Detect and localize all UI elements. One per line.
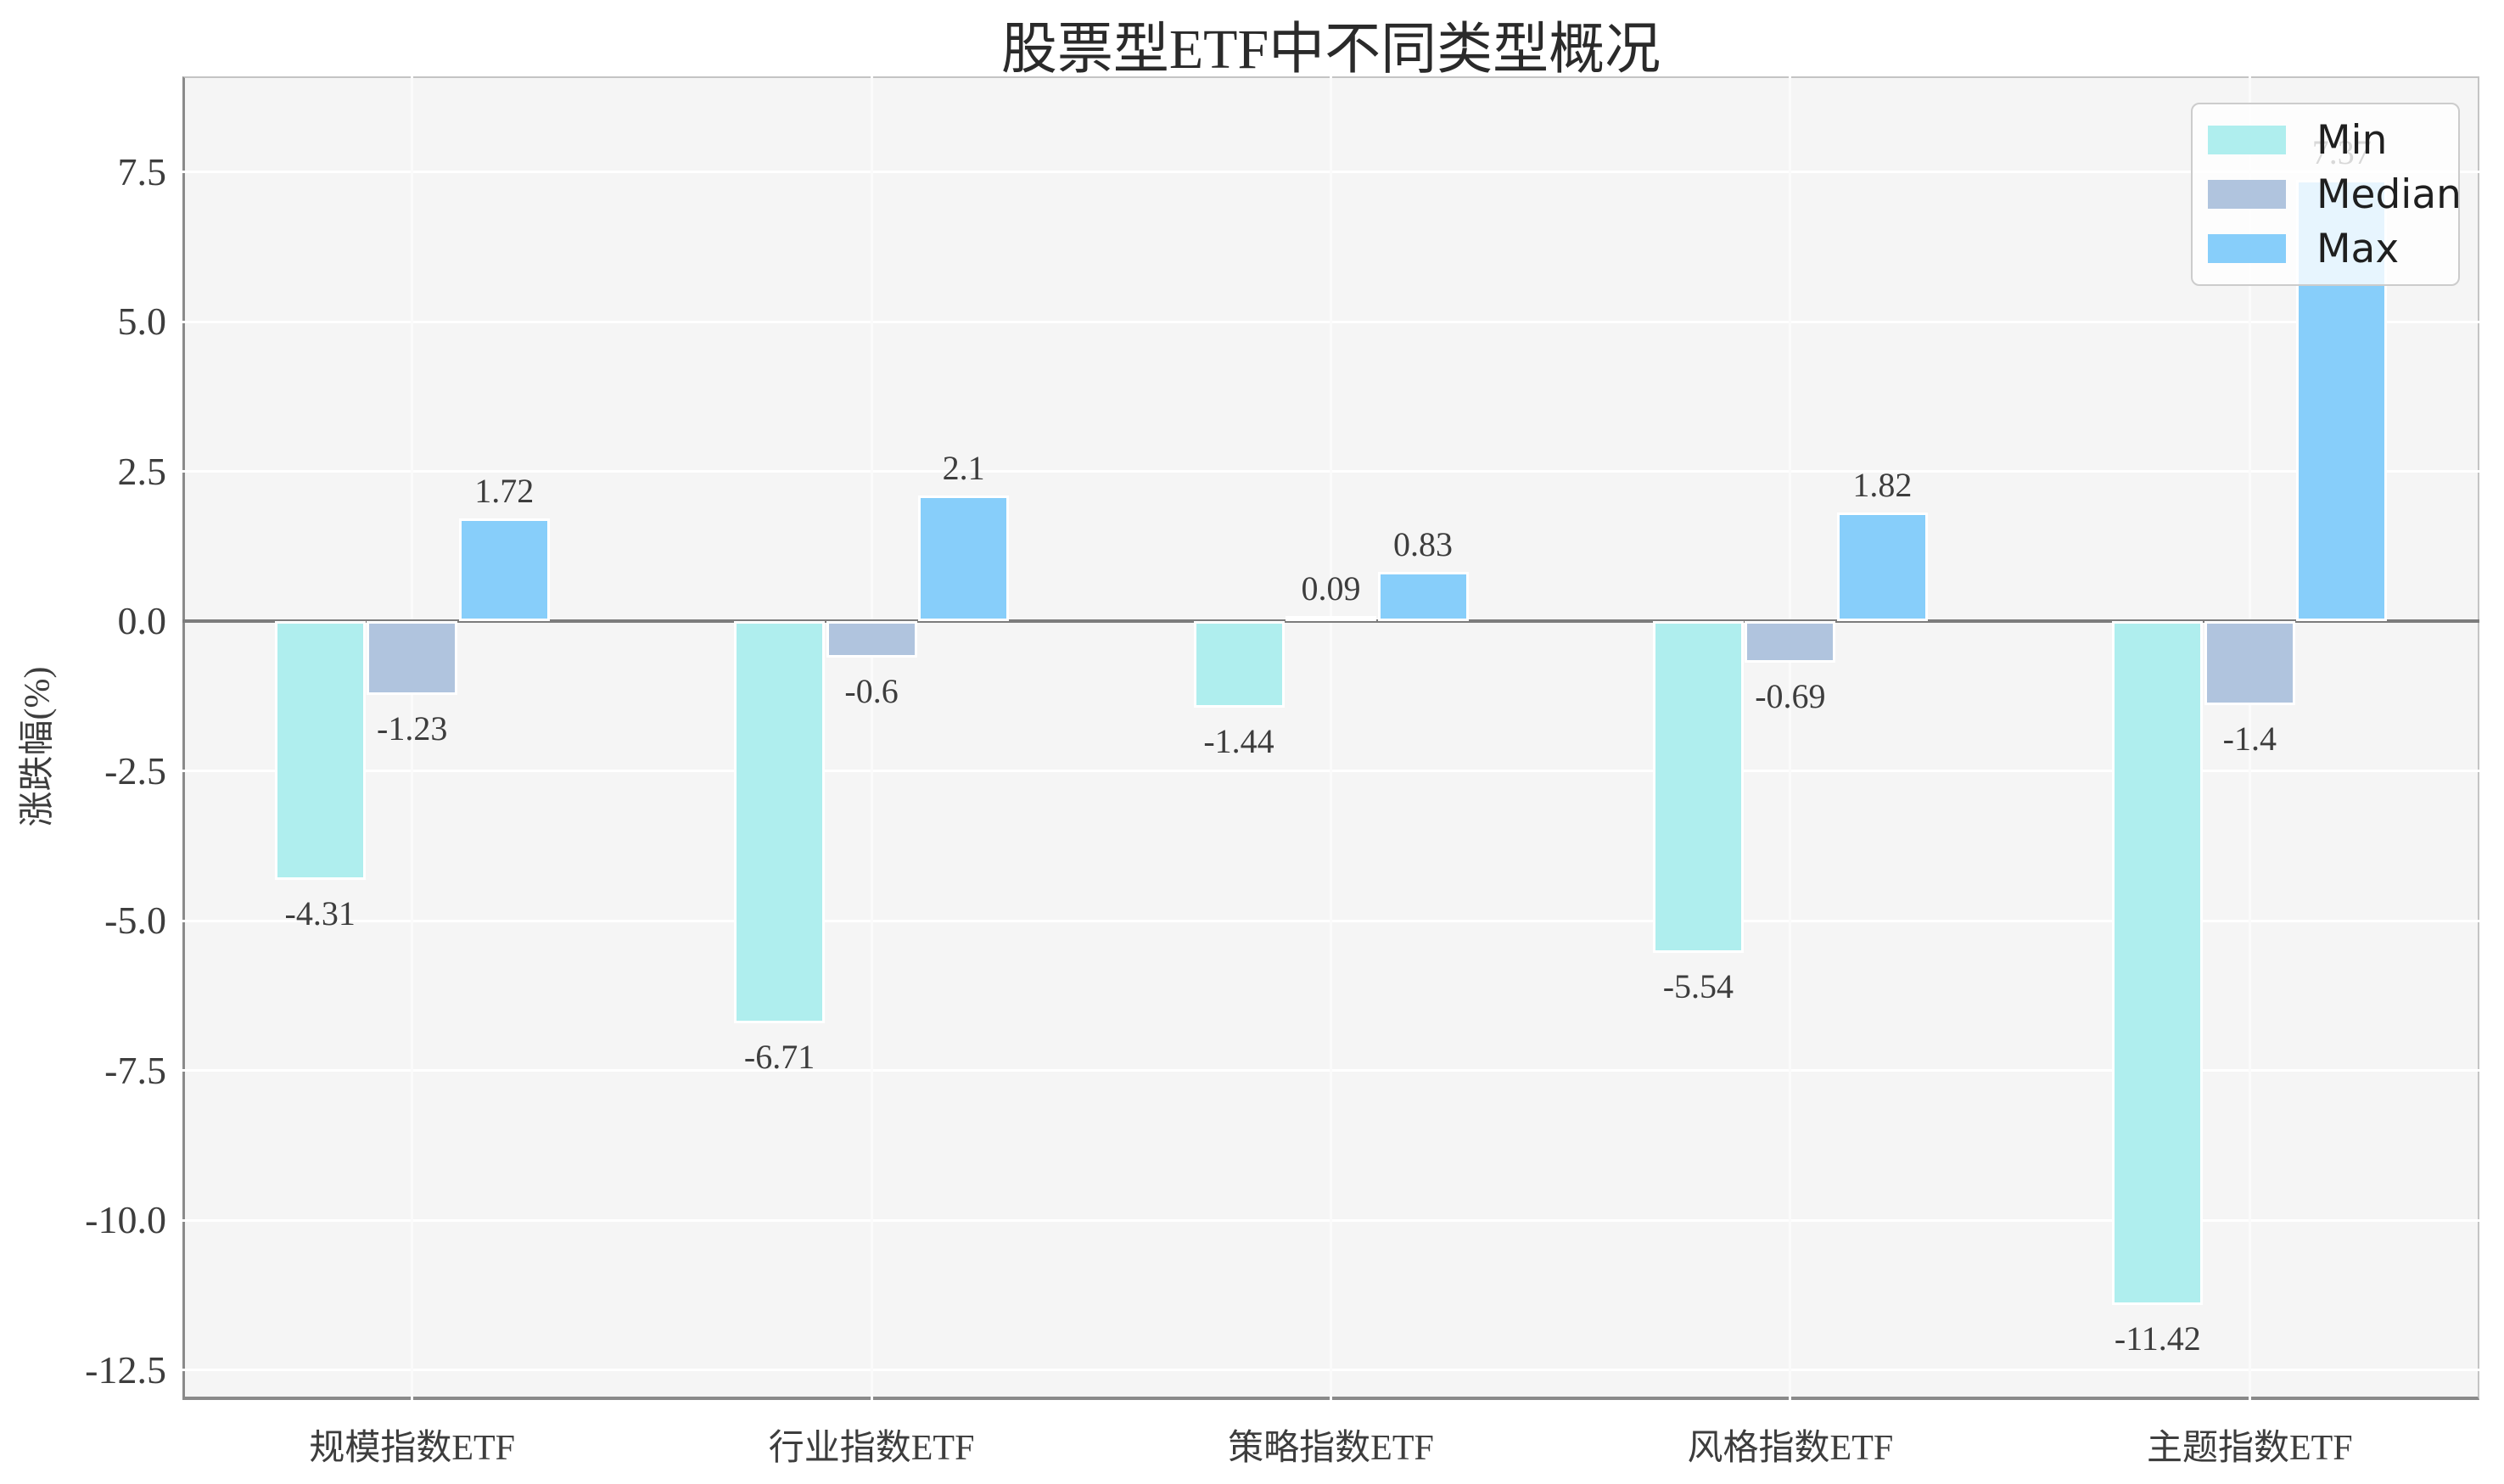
bar-min-4 [1652,621,1744,954]
y-tick-label: 0.0 [117,599,167,643]
gridline-vertical [1789,76,1792,1400]
y-tick-label: 5.0 [117,300,167,344]
bar-value-label: 1.72 [474,471,535,510]
bar-min-3 [1193,621,1285,708]
bar-max-1 [458,518,550,622]
bar-median-4 [1745,621,1836,664]
y-tick-label: 7.5 [117,149,167,193]
bar-max-2 [918,496,1010,622]
bar-min-2 [734,621,826,1023]
bar-median-3 [1286,616,1376,622]
x-tick-label: 风格指数ETF [1687,1429,1894,1468]
legend-item-min: Min [2208,115,2458,165]
legend-label: Max [2316,225,2400,272]
y-tick-label: -2.5 [104,748,166,792]
bar-value-label: 0.83 [1393,524,1453,563]
bar-median-1 [367,621,458,696]
bar-value-label: -0.69 [1755,677,1826,716]
bar-min-1 [274,621,366,880]
y-tick-label: -10.0 [85,1198,166,1242]
x-tick-label: 主题指数ETF [2146,1429,2353,1468]
bar-min-5 [2112,621,2204,1306]
bar-value-label: -11.42 [2114,1319,2201,1358]
bar-value-label: -1.4 [2222,720,2277,759]
y-tick-label: -7.5 [104,1048,166,1092]
gridline-vertical [2248,76,2251,1400]
bar-value-label: 0.09 [1301,569,1361,608]
bar-max-4 [1836,512,1928,622]
bar-max-3 [1377,571,1469,622]
bar-value-label: -6.71 [743,1038,815,1076]
bar-value-label: -5.54 [1662,967,1734,1006]
zero-line [182,619,2479,624]
y-tick-label: -5.0 [104,899,166,943]
bar-value-label: 1.82 [1852,465,1913,504]
y-tick-label: 2.5 [117,449,167,493]
x-tick-label: 行业指数ETF [768,1429,975,1468]
gridline-vertical [870,76,873,1400]
bar-value-label: 2.1 [942,449,985,488]
gridline-vertical [1330,76,1332,1400]
legend-item-max: Max [2208,224,2458,273]
x-tick-label: 规模指数ETF [309,1429,516,1468]
bar-median-2 [826,621,917,658]
chart-title: 股票型ETF中不同类型概况 [1000,19,1661,81]
y-tick-label: -12.5 [85,1347,166,1392]
legend-swatch-median [2208,180,2286,209]
bar-median-5 [2204,621,2295,706]
legend-label: Median [2316,171,2462,218]
legend: Min Median Max [2191,103,2462,286]
x-tick-label: 策略指数ETF [1228,1429,1434,1468]
legend-label: Min [2316,116,2388,164]
bar-value-label: -0.6 [844,671,899,710]
gridline-vertical [411,76,414,1400]
legend-swatch-max [2208,234,2286,263]
bar-value-label: -1.44 [1203,722,1274,760]
bar-value-label: -4.31 [284,893,356,932]
legend-item-median: Median [2208,170,2462,219]
bar-value-label: -1.23 [377,709,448,748]
legend-swatch-min [2208,126,2286,154]
